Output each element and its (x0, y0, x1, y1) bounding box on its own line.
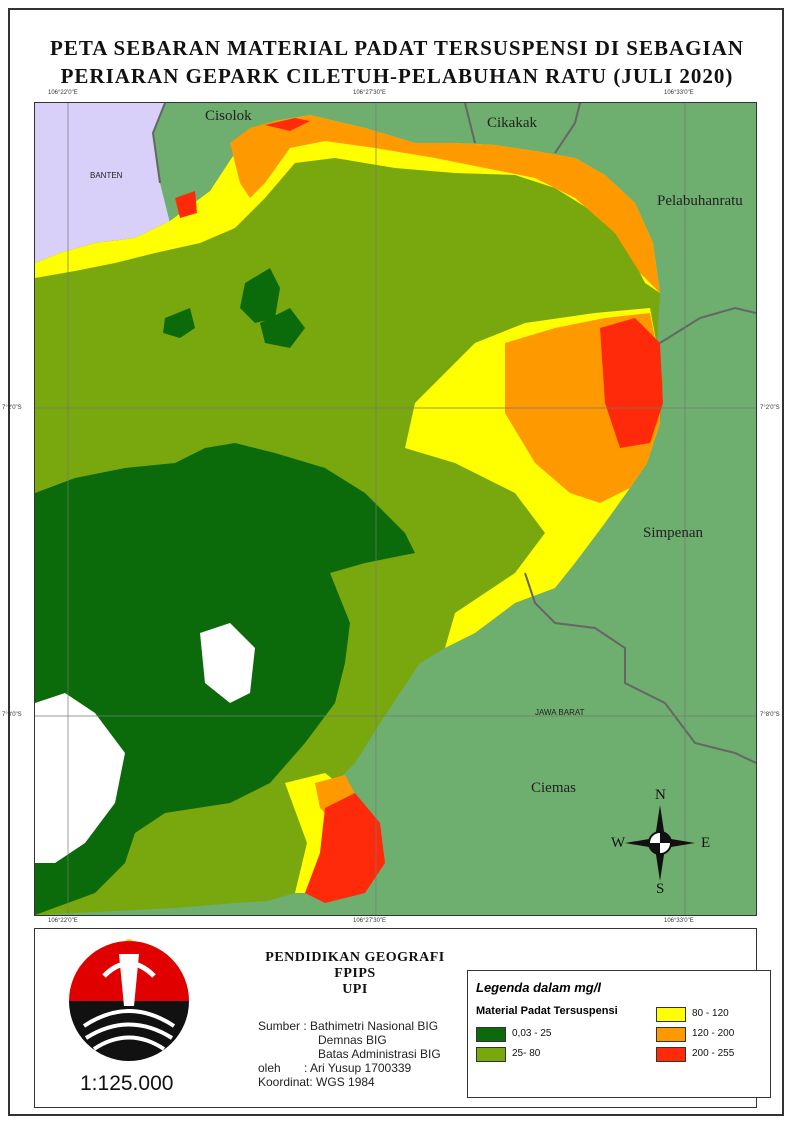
compass-w: W (611, 835, 626, 851)
sumber-label: Sumber (258, 1019, 301, 1033)
org-line-1: PENDIDIKAN GEOGRAFI (265, 950, 445, 965)
coord-left-upper: 7°2'0"S (2, 405, 22, 411)
coord-left-lower: 7°8'0"S (2, 712, 22, 718)
org-line-2: FPIPS (334, 966, 376, 981)
map-canvas[interactable]: Cisolok Cikakak Pelabuhanratu BANTEN Sim… (34, 102, 757, 916)
upi-logo (64, 936, 194, 1066)
sea-0-25-patch-3 (260, 308, 305, 348)
coord-bottom-mid: 106°27'30"E (353, 918, 387, 924)
compass-e: E (701, 835, 711, 851)
sea-200-255-northwest (175, 191, 197, 218)
boundary-simpenan-ciemas (524, 572, 756, 764)
coord-bottom-right: 106°33'0"E (664, 918, 694, 924)
sea-0-25-patch-1 (240, 268, 280, 323)
org-name: PENDIDIKAN GEOGRAFI FPIPS UPI (250, 950, 460, 998)
sumber-value-1: : Bathimetri Nasional BIG (303, 1019, 439, 1033)
map-scale: 1:125.000 (80, 1072, 174, 1095)
legend-swatch (656, 1027, 686, 1042)
legend-label: 80 - 120 (692, 1008, 729, 1019)
legend-label: 120 - 200 (692, 1028, 735, 1039)
compass-s: S (656, 881, 665, 897)
label-ciemas: Ciemas (531, 780, 576, 796)
sea-200-255-north (265, 118, 310, 131)
legend-swatch (656, 1047, 686, 1062)
title-line-1: PETA SEBARAN MATERIAL PADAT TERSUSPENSI … (50, 36, 744, 60)
legend-subtitle: Material Padat Tersuspensi (476, 1005, 618, 1017)
sea-120-200-north (230, 115, 660, 293)
legend-label: 0,03 - 25 (512, 1028, 552, 1039)
compass-n: N (655, 787, 666, 803)
coord-top-mid: 106°27'30"E (353, 90, 387, 96)
upi-logo-icon (69, 939, 189, 1061)
north-arrow: N S W E (611, 787, 710, 897)
sea-200-255-south (305, 793, 385, 903)
compass-rose-icon (625, 805, 695, 881)
banten-region (35, 103, 170, 263)
boundary-banten (151, 103, 166, 184)
org-line-3: UPI (342, 982, 368, 997)
map-frame (8, 8, 784, 1116)
boundary-cisolok-cikakak (464, 103, 476, 144)
label-cikakak: Cikakak (487, 115, 537, 131)
oleh-label: oleh (258, 1061, 281, 1075)
legend-label: 200 - 255 (692, 1048, 735, 1059)
legend-box: Legenda dalam mg/l Material Padat Tersus… (467, 970, 771, 1098)
label-pelabuhanratu: Pelabuhanratu (657, 193, 743, 209)
meta-block: Sumber : Bathimetri Nasional BIG Demnas … (258, 1019, 441, 1089)
sea-0-25-patch-2 (163, 308, 195, 338)
coord-top-right: 106°33'0"E (664, 90, 694, 96)
coord-right-upper: 7°2'0"S (760, 405, 780, 411)
title-line-2: PERIARAN GEPARK CILETUH-PELABUHAN RATU (… (60, 64, 734, 88)
map-title: PETA SEBARAN MATERIAL PADAT TERSUSPENSI … (0, 34, 794, 90)
boundary-pelabuhanratu (659, 306, 756, 344)
sea-200-255-east (600, 318, 663, 448)
legend-swatch (476, 1047, 506, 1062)
sumber-value-2: Demnas BIG (318, 1033, 387, 1047)
label-cisolok: Cisolok (205, 108, 252, 124)
koordinat-text: Koordinat: WGS 1984 (258, 1075, 375, 1089)
sumber-value-3: Batas Administrasi BIG (318, 1047, 441, 1061)
legend-title: Legenda dalam mg/l (476, 980, 601, 995)
coord-bottom-left: 106°22'0"E (48, 918, 78, 924)
legend-swatch (476, 1027, 506, 1042)
no-data-area-1 (35, 693, 125, 863)
map-svg (35, 103, 756, 915)
label-simpenan: Simpenan (643, 525, 703, 541)
no-data-area-2 (200, 623, 255, 703)
label-jawa-barat: JAWA BARAT (535, 708, 585, 717)
oleh-value: : Ari Yusup 1700339 (304, 1061, 412, 1075)
label-banten: BANTEN (90, 171, 123, 180)
coord-right-lower: 7°8'0"S (760, 712, 780, 718)
legend-label: 25- 80 (512, 1048, 541, 1059)
legend-swatch (656, 1007, 686, 1022)
boundary-cikakak-east (554, 103, 581, 154)
coord-top-left: 106°22'0"E (48, 90, 78, 96)
